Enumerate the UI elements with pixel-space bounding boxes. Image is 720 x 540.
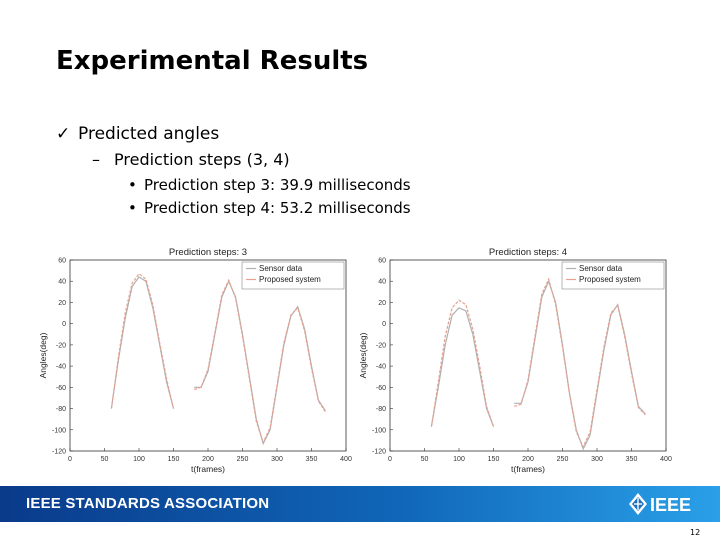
x-tick-label: 150 xyxy=(488,456,500,463)
series-line-sensor-data xyxy=(110,276,175,409)
x-tick-label: 250 xyxy=(237,456,249,463)
bullet-level2-text: Prediction steps (3, 4) xyxy=(114,150,290,169)
y-tick-label: -120 xyxy=(372,449,386,456)
y-tick-label: -100 xyxy=(372,427,386,434)
x-tick-label: 300 xyxy=(591,456,603,463)
x-tick-label: 50 xyxy=(101,456,109,463)
y-tick-label: -40 xyxy=(376,364,386,371)
plot-area xyxy=(389,259,667,452)
y-tick-label: -20 xyxy=(376,342,386,349)
x-tick-label: 200 xyxy=(202,456,214,463)
y-tick-label: -60 xyxy=(376,385,386,392)
x-tick-label: 50 xyxy=(421,456,429,463)
x-tick-label: 200 xyxy=(522,456,534,463)
legend-box xyxy=(561,261,665,290)
bullet-level3-text: Prediction step 4: 53.2 milliseconds xyxy=(144,199,411,217)
y-tick-label: 0 xyxy=(382,321,386,328)
bullet-dot-icon: • xyxy=(128,199,137,217)
ieee-logo: IEEE xyxy=(629,493,691,515)
y-axis-label: Angles(deg) xyxy=(38,332,48,378)
legend-entry: Sensor data xyxy=(579,264,623,273)
legend-entry: Sensor data xyxy=(259,264,303,273)
y-tick-label: -100 xyxy=(52,427,66,434)
checkmark-icon: ✓ xyxy=(56,124,71,144)
x-tick-label: 350 xyxy=(306,456,318,463)
y-tick-label: -80 xyxy=(56,406,66,413)
y-tick-label: 20 xyxy=(58,300,66,307)
x-tick-label: 350 xyxy=(626,456,638,463)
bullet-level3: • Prediction step 4: 53.2 milliseconds xyxy=(128,199,411,217)
bullet-level2: – Prediction steps (3, 4) xyxy=(92,150,290,169)
x-tick-label: 150 xyxy=(168,456,180,463)
y-tick-label: -60 xyxy=(56,385,66,392)
series-line-proposed-system xyxy=(514,277,646,449)
slide-title: Experimental Results xyxy=(56,46,369,76)
bullet-level3-text: Prediction step 3: 39.9 milliseconds xyxy=(144,176,411,194)
ieee-logo-text: IEEE xyxy=(650,495,691,515)
y-tick-label: -40 xyxy=(56,364,66,371)
y-tick-label: -120 xyxy=(52,449,66,456)
x-axis-label: t(frames) xyxy=(511,464,545,474)
plot-area xyxy=(69,259,347,452)
chart-prediction-step-4: Prediction steps: 40 50 100 150 200 250 300 350… xyxy=(358,247,672,474)
x-tick-label: 250 xyxy=(557,456,569,463)
x-tick-label: 100 xyxy=(133,456,145,463)
page-number: 12 xyxy=(690,528,701,537)
chart-prediction-step-3: Prediction steps: 30 50 100 150 200 250 300 350… xyxy=(38,247,352,474)
y-tick-label: 20 xyxy=(378,300,386,307)
chart-title: Prediction steps: 3 xyxy=(169,247,247,258)
bullet-dot-icon: • xyxy=(128,176,137,194)
series-line-sensor-data xyxy=(430,307,495,427)
bullet-level1: ✓ Predicted angles xyxy=(56,124,219,144)
x-tick-label: 0 xyxy=(68,456,72,463)
x-tick-label: 0 xyxy=(388,456,392,463)
x-tick-label: 300 xyxy=(271,456,283,463)
legend-entry: Proposed system xyxy=(579,275,641,284)
series-line-proposed-system xyxy=(194,278,326,445)
y-axis-label: Angles(deg) xyxy=(358,332,368,378)
ieee-diamond-icon xyxy=(629,493,647,515)
bullet-level1-text: Predicted angles xyxy=(78,124,220,144)
y-tick-label: 0 xyxy=(62,321,66,328)
y-tick-label: 40 xyxy=(378,279,386,286)
legend-entry: Proposed system xyxy=(259,275,321,284)
y-tick-label: 60 xyxy=(378,258,386,265)
bullet-level3: • Prediction step 3: 39.9 milliseconds xyxy=(128,176,411,194)
y-tick-label: 40 xyxy=(58,279,66,286)
y-tick-label: 60 xyxy=(58,258,66,265)
footer-bar: IEEE STANDARDS ASSOCIATION IEEE xyxy=(0,486,720,522)
dash-icon: – xyxy=(92,150,100,169)
x-axis-label: t(frames) xyxy=(191,464,225,474)
x-tick-label: 400 xyxy=(340,456,352,463)
legend-box xyxy=(241,261,345,290)
series-line-proposed-system xyxy=(430,299,495,427)
x-tick-label: 100 xyxy=(453,456,465,463)
y-tick-label: -20 xyxy=(56,342,66,349)
y-tick-label: -80 xyxy=(376,406,386,413)
x-tick-label: 400 xyxy=(660,456,672,463)
chart-title: Prediction steps: 4 xyxy=(489,247,567,258)
series-line-proposed-system xyxy=(110,272,175,409)
footer-text: IEEE STANDARDS ASSOCIATION xyxy=(26,495,270,512)
